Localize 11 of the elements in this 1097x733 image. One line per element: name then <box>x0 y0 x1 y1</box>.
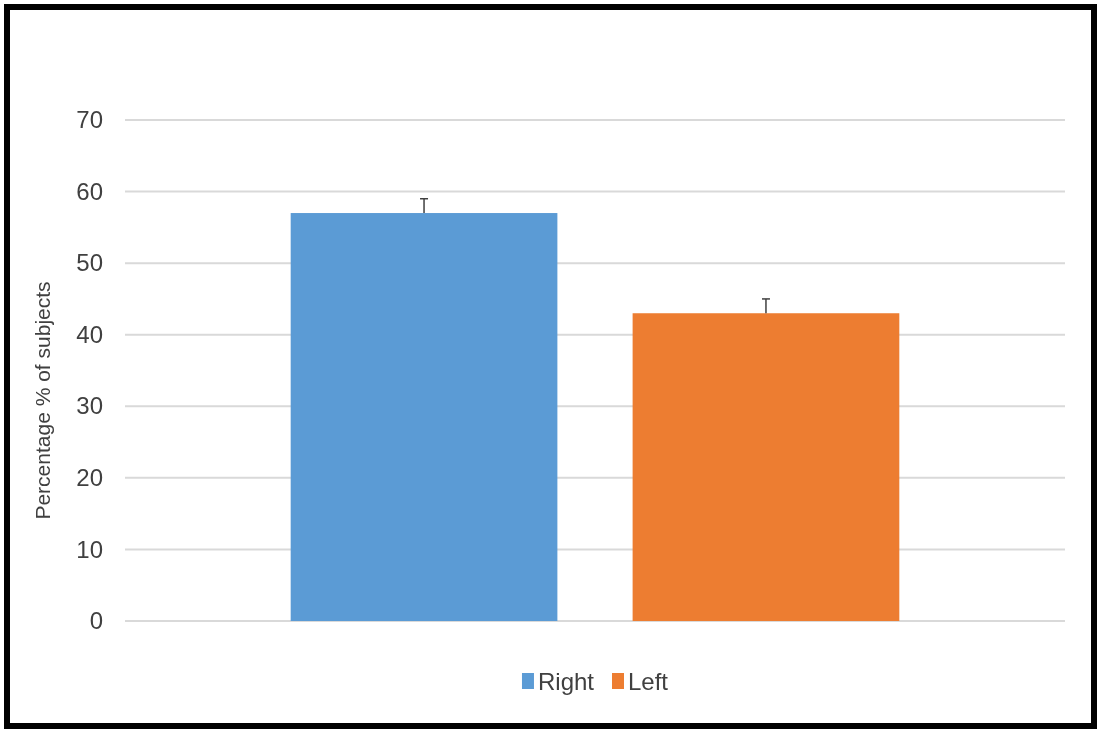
y-tick-label: 20 <box>76 464 103 492</box>
y-tick-label: 50 <box>76 249 103 277</box>
y-tick-label: 70 <box>76 106 103 134</box>
y-tick-label: 40 <box>76 320 103 348</box>
legend-label: Left <box>628 668 669 695</box>
y-axis-title: Percentage % of subjects <box>31 281 54 520</box>
y-tick-label: 0 <box>89 607 103 635</box>
legend-label: Right <box>537 668 595 695</box>
y-tick-label: 10 <box>76 535 103 563</box>
y-tick-label: 30 <box>76 392 103 420</box>
y-tick-label: 60 <box>76 177 103 205</box>
